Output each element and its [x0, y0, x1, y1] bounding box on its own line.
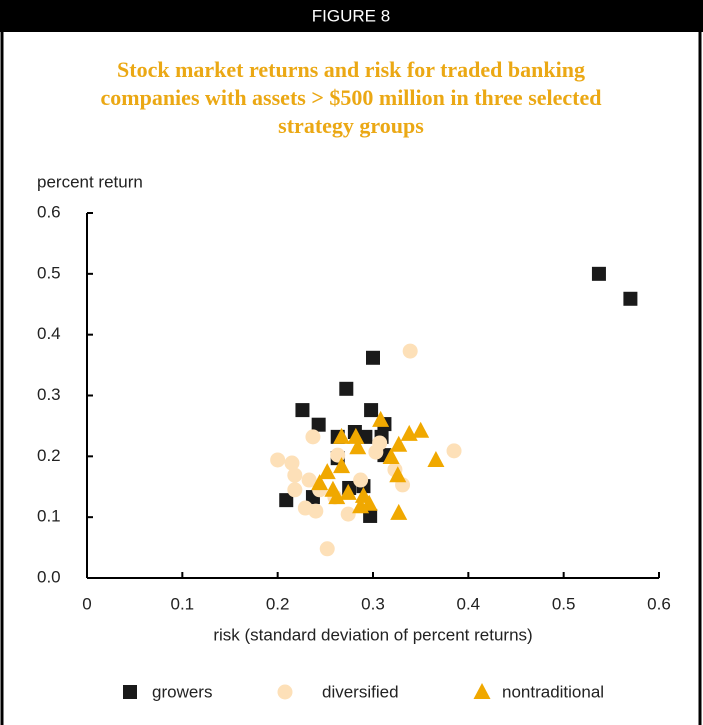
- x-tick-label: 0.4: [457, 594, 481, 613]
- point: [400, 424, 418, 441]
- x-tick-label: 0.3: [361, 594, 385, 613]
- point: [311, 417, 326, 432]
- point: [402, 343, 418, 359]
- legend-label: nontraditional: [502, 682, 604, 701]
- point: [333, 427, 351, 444]
- x-tick-label: 0.5: [552, 594, 576, 613]
- point: [364, 403, 379, 418]
- point: [328, 488, 346, 505]
- point: [412, 421, 430, 438]
- header-bar: [0, 0, 703, 32]
- legend-marker: [473, 683, 491, 699]
- point: [318, 463, 336, 480]
- point: [287, 467, 303, 483]
- x-tick-label: 0: [82, 594, 91, 613]
- point: [305, 429, 321, 445]
- legend-label: growers: [152, 682, 212, 701]
- point: [270, 452, 286, 468]
- point: [301, 472, 317, 488]
- x-axis-label: risk (standard deviation of percent retu…: [213, 625, 532, 644]
- point: [311, 474, 329, 491]
- y-tick-label: 0.1: [37, 507, 61, 526]
- point: [319, 541, 335, 557]
- point: [591, 266, 606, 281]
- legend-marker: [123, 685, 137, 699]
- point: [446, 443, 462, 459]
- point: [287, 482, 303, 498]
- x-tick-label: 0.6: [647, 594, 671, 613]
- point: [382, 447, 400, 464]
- point: [347, 427, 365, 444]
- point: [389, 466, 407, 483]
- point: [368, 444, 384, 460]
- point: [339, 483, 357, 500]
- y-tick-label: 0.0: [37, 567, 61, 586]
- point: [427, 450, 445, 467]
- point: [308, 503, 324, 519]
- y-tick-label: 0.3: [37, 385, 61, 404]
- y-tick-label: 0.6: [37, 202, 61, 221]
- chart-title: Stock market returns and risk for traded…: [100, 57, 602, 138]
- y-tick-label: 0.2: [37, 446, 61, 465]
- y-axis-label: percent return: [37, 172, 143, 191]
- point: [390, 503, 408, 520]
- x-tick-label: 0.1: [171, 594, 195, 613]
- point: [353, 472, 369, 488]
- legend-label: diversified: [322, 682, 399, 701]
- point: [349, 438, 367, 455]
- y-tick-label: 0.4: [37, 324, 61, 343]
- x-tick-label: 0.2: [266, 594, 290, 613]
- point: [372, 410, 390, 427]
- y-tick-label: 0.5: [37, 263, 61, 282]
- point: [352, 497, 370, 514]
- point: [339, 381, 354, 396]
- header: FIGURE 8: [312, 6, 390, 25]
- legend-marker: [277, 684, 293, 700]
- point: [284, 455, 300, 471]
- point: [295, 403, 310, 418]
- point: [340, 506, 356, 522]
- point: [623, 291, 638, 306]
- point: [333, 457, 351, 474]
- point: [390, 435, 408, 452]
- point: [366, 350, 380, 365]
- point: [279, 493, 294, 508]
